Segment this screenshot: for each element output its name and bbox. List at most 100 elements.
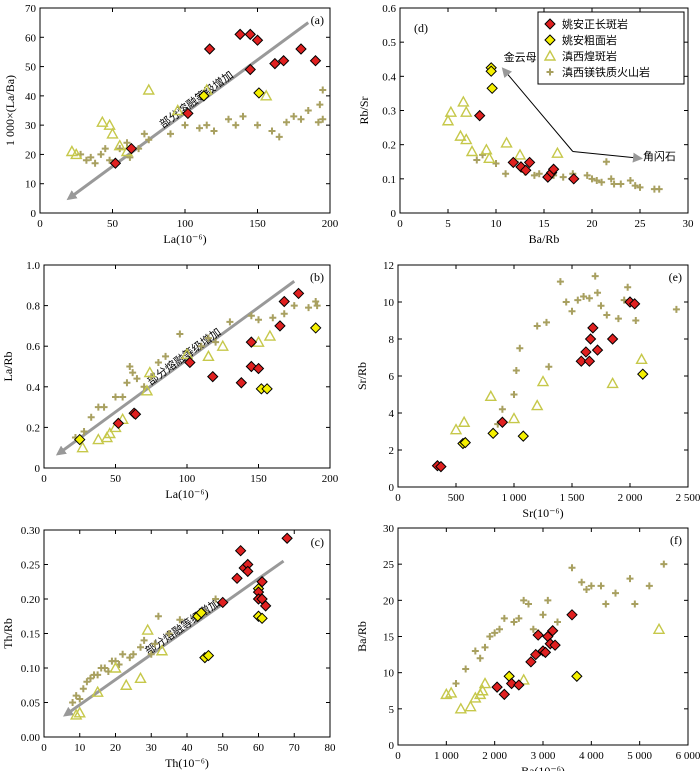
- data-point: [512, 366, 520, 374]
- data-point: [462, 665, 470, 673]
- data-point: [74, 433, 86, 446]
- data-point: [459, 436, 471, 449]
- data-point: [469, 691, 482, 703]
- x-tick-label: 50: [110, 473, 122, 485]
- data-point: [244, 28, 256, 41]
- data-point: [568, 307, 576, 315]
- data-point: [460, 105, 473, 117]
- data-point: [116, 145, 124, 153]
- data-point: [539, 611, 547, 619]
- series-姚安粗面岩: [457, 368, 649, 450]
- y-tick-label: 6: [389, 371, 395, 383]
- data-point: [80, 427, 88, 435]
- y-tick-label: 50: [25, 62, 37, 74]
- y-tick-label: 40: [25, 91, 37, 103]
- x-tick-label: 6 000: [676, 750, 700, 762]
- data-point: [269, 314, 277, 322]
- legend-label-1: 姚安粗面岩: [562, 33, 617, 47]
- data-point: [319, 115, 327, 123]
- y-tick-label: 0.3: [382, 106, 396, 118]
- y-axis-label: La/Rb: [1, 352, 15, 382]
- panel-label: (b): [310, 270, 324, 284]
- data-point: [624, 283, 632, 291]
- plot-frame: [43, 529, 331, 738]
- data-point: [617, 180, 625, 188]
- y-axis-label: 1 000×(La/Ba): [3, 75, 17, 146]
- data-point: [516, 344, 524, 352]
- data-point: [652, 622, 666, 634]
- data-point: [473, 156, 481, 164]
- series-滇西煌斑岩: [449, 352, 648, 435]
- data-point: [636, 183, 644, 191]
- data-point: [487, 427, 499, 440]
- data-point: [464, 700, 477, 712]
- data-point: [632, 317, 640, 324]
- data-point: [72, 692, 80, 700]
- x-tick-label: 0: [395, 750, 401, 762]
- data-point: [304, 107, 312, 114]
- series-姚安正长斑岩: [109, 28, 322, 169]
- data-point: [628, 298, 641, 310]
- legend-label-3: 滇西镁铁质火山岩: [562, 65, 650, 79]
- data-point: [254, 121, 261, 129]
- data-point: [96, 115, 109, 127]
- data-point: [626, 177, 634, 185]
- data-point: [637, 368, 649, 380]
- data-point: [598, 178, 606, 186]
- y-tick-label: 70: [25, 3, 37, 15]
- data-point: [672, 305, 680, 313]
- y-tick-label: 8: [389, 334, 395, 346]
- data-point: [76, 441, 89, 453]
- data-point: [580, 346, 592, 358]
- data-point: [593, 177, 601, 185]
- y-tick-label: 0.2: [26, 422, 40, 434]
- data-point: [129, 369, 137, 377]
- data-point: [202, 649, 215, 662]
- data-point: [123, 379, 131, 387]
- x-tick-label: 15: [539, 218, 551, 230]
- y-tick-label: 60: [25, 32, 37, 44]
- data-point: [578, 578, 586, 586]
- y-tick-label: 4: [389, 408, 395, 420]
- data-point: [580, 292, 588, 300]
- data-point: [597, 582, 605, 590]
- x-tick-label: 5 000: [627, 750, 652, 762]
- y-tick-label: 2: [389, 445, 395, 457]
- data-point: [655, 185, 663, 193]
- x-tick-label: 60: [253, 742, 265, 754]
- data-point: [140, 130, 148, 138]
- data-point: [86, 674, 94, 682]
- data-point: [554, 618, 561, 626]
- x-tick-label: 500: [448, 492, 465, 504]
- x-tick-label: 4 000: [579, 750, 604, 762]
- data-point: [583, 171, 591, 179]
- y-tick-label: 20: [25, 149, 37, 161]
- data-point: [544, 596, 552, 604]
- data-point: [119, 650, 127, 658]
- data-point: [452, 680, 460, 688]
- data-point: [574, 296, 582, 304]
- data-point: [520, 164, 532, 176]
- x-tick-label: 80: [325, 742, 337, 754]
- y-axis-label: Sr/Rb: [355, 362, 369, 390]
- data-point: [134, 671, 147, 684]
- data-point: [510, 391, 518, 398]
- data-point: [533, 322, 541, 330]
- data-point: [587, 582, 595, 590]
- data-point: [283, 118, 290, 126]
- data-point: [292, 287, 305, 300]
- data-point: [100, 403, 108, 411]
- data-point: [217, 596, 229, 609]
- data-point: [449, 423, 463, 435]
- data-point: [70, 147, 83, 160]
- y-tick-label: 0.05: [21, 698, 41, 710]
- legend-box: [537, 11, 685, 85]
- data-point: [234, 544, 247, 557]
- x-tick-label: 1 500: [560, 492, 585, 504]
- data-point: [129, 408, 142, 420]
- data-point: [204, 334, 212, 342]
- y-tick-label: 0.30: [21, 525, 41, 537]
- x-tick-label: 25: [635, 218, 647, 230]
- data-point: [484, 389, 497, 402]
- data-point: [502, 170, 510, 178]
